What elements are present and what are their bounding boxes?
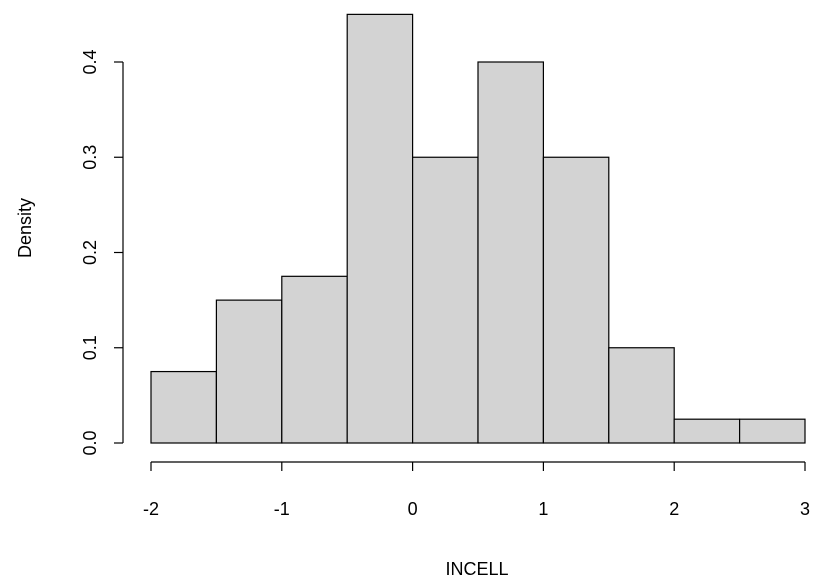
histogram-bar-8 — [673, 418, 741, 444]
x-tick-label-2: 0 — [408, 499, 418, 519]
x-tick-label-4: 2 — [669, 499, 679, 519]
histogram-bars — [150, 13, 806, 444]
x-tick-label-0: -2 — [143, 499, 159, 519]
y-tick-label-2: 0.2 — [80, 240, 100, 265]
y-tick-label-3: 0.3 — [80, 145, 100, 170]
x-axis-title: INCELL — [445, 559, 508, 579]
histogram-bar-7 — [608, 347, 675, 444]
histogram-bar-0 — [150, 370, 218, 444]
x-tick-label-3: 1 — [538, 499, 548, 519]
histogram-bar-5 — [477, 61, 545, 444]
y-axis-title: Density — [15, 198, 35, 258]
x-tick-label-5: 3 — [800, 499, 810, 519]
histogram-bar-6 — [542, 156, 610, 444]
histogram-bar-2 — [281, 275, 348, 444]
histogram-bar-9 — [738, 418, 806, 444]
x-axis: -2 -1 0 1 2 3 — [143, 461, 810, 519]
y-tick-label-4: 0.4 — [80, 49, 100, 74]
histogram-bar-1 — [215, 299, 283, 444]
y-axis: 0.0 0.1 0.2 0.3 0.4 — [80, 49, 124, 456]
x-tick-label-1: -1 — [274, 499, 290, 519]
y-tick-label-1: 0.1 — [80, 335, 100, 360]
histogram-bar-4 — [412, 156, 479, 444]
y-tick-label-0: 0.0 — [80, 430, 100, 455]
histogram-bar-3 — [346, 13, 414, 444]
